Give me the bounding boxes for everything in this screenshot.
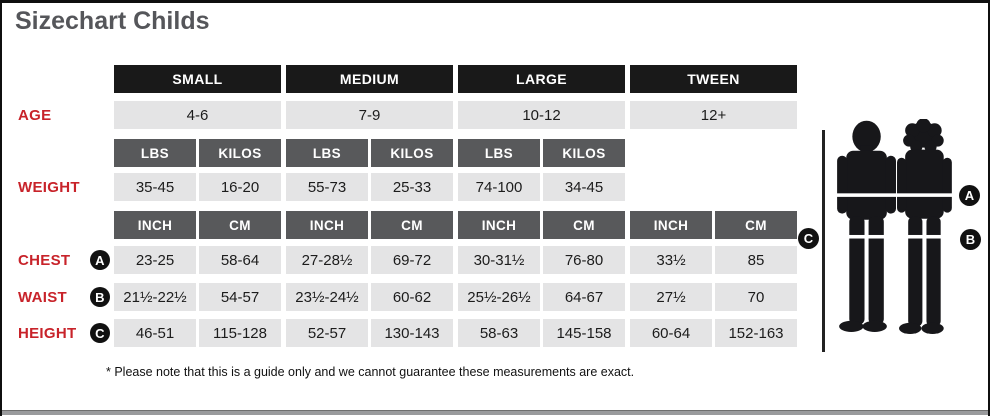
size-header-tween: TWEEN — [630, 65, 797, 93]
age-label: AGE — [18, 106, 52, 124]
waist-tween-cm: 70 — [715, 283, 797, 311]
diagram-badge-c: C — [798, 228, 819, 249]
height-tween-cm: 152-163 — [715, 319, 797, 347]
waist-label: WAIST B — [2, 283, 114, 311]
height-small-inch: 46-51 — [114, 319, 196, 347]
chest-medium-inch: 27-28½ — [286, 246, 368, 274]
weight-small-lbs: 35-45 — [114, 173, 196, 201]
empty-label-cell — [2, 65, 114, 93]
bottom-divider-bar — [2, 410, 988, 415]
age-large: 10-12 — [458, 101, 625, 129]
waist-line — [837, 234, 951, 239]
chest-tween-cm: 85 — [715, 246, 797, 274]
age-small: 4-6 — [114, 101, 281, 129]
unit-cm: CM — [543, 211, 625, 239]
unit-cm: CM — [371, 211, 453, 239]
weight-small-kilos: 16-20 — [199, 173, 281, 201]
measure-units-row: INCH CM INCH CM INCH CM INCH CM — [2, 211, 802, 239]
height-medium-cm: 130-143 — [371, 319, 453, 347]
chest-label: CHEST A — [2, 246, 114, 274]
chest-label-text: CHEST — [18, 251, 71, 269]
chest-badge-a: A — [90, 250, 110, 270]
waist-large-inch: 25½-26½ — [458, 283, 540, 311]
waist-large-cm: 64-67 — [543, 283, 625, 311]
height-label: HEIGHT C — [2, 319, 114, 347]
weight-medium-lbs: 55-73 — [286, 173, 368, 201]
height-large-cm: 145-158 — [543, 319, 625, 347]
height-label-text: HEIGHT — [18, 324, 77, 342]
unit-kilos: KILOS — [543, 139, 625, 167]
footnote: * Please note that this is a guide only … — [106, 365, 635, 379]
weight-medium-kilos: 25-33 — [371, 173, 453, 201]
chest-large-cm: 76-80 — [543, 246, 625, 274]
waist-tween-inch: 27½ — [630, 283, 712, 311]
chest-line — [835, 193, 953, 197]
unit-lbs: LBS — [286, 139, 368, 167]
unit-inch: INCH — [458, 211, 540, 239]
unit-inch: INCH — [114, 211, 196, 239]
waist-medium-cm: 60-62 — [371, 283, 453, 311]
chest-large-inch: 30-31½ — [458, 246, 540, 274]
chest-small-cm: 58-64 — [199, 246, 281, 274]
diagram-badge-a: A — [959, 185, 980, 206]
empty-label-cell — [2, 211, 114, 239]
size-header-small: SMALL — [114, 65, 281, 93]
height-badge-c: C — [90, 323, 110, 343]
unit-inch: INCH — [630, 211, 712, 239]
age-tween: 12+ — [630, 101, 797, 129]
age-medium: 7-9 — [286, 101, 453, 129]
weight-large-lbs: 74-100 — [458, 173, 540, 201]
empty-label-cell — [2, 139, 114, 167]
age-row: AGE 4-6 7-9 10-12 12+ — [2, 101, 802, 129]
height-row: HEIGHT C 46-51 115-128 52-57 130-143 58-… — [2, 319, 802, 347]
height-large-inch: 58-63 — [458, 319, 540, 347]
unit-kilos: KILOS — [199, 139, 281, 167]
unit-cm: CM — [199, 211, 281, 239]
size-header-row: SMALL MEDIUM LARGE TWEEN — [2, 65, 802, 93]
chest-medium-cm: 69-72 — [371, 246, 453, 274]
size-header-large: LARGE — [458, 65, 625, 93]
waist-label-text: WAIST — [18, 288, 67, 306]
unit-kilos: KILOS — [371, 139, 453, 167]
weight-row: WEIGHT 35-45 16-20 55-73 25-33 74-100 34… — [2, 173, 802, 201]
size-header-medium: MEDIUM — [286, 65, 453, 93]
height-measure-line — [822, 130, 825, 352]
height-tween-inch: 60-64 — [630, 319, 712, 347]
waist-medium-inch: 23½-24½ — [286, 283, 368, 311]
waist-small-inch: 21½-22½ — [114, 283, 196, 311]
unit-lbs: LBS — [114, 139, 196, 167]
children-silhouette-image — [835, 119, 953, 334]
weight-large-kilos: 34-45 — [543, 173, 625, 201]
weight-units-row: LBS KILOS LBS KILOS LBS KILOS — [2, 139, 802, 167]
waist-row: WAIST B 21½-22½ 54-57 23½-24½ 60-62 25½-… — [2, 283, 802, 311]
chest-tween-inch: 33½ — [630, 246, 712, 274]
waist-small-cm: 54-57 — [199, 283, 281, 311]
unit-lbs: LBS — [458, 139, 540, 167]
height-medium-inch: 52-57 — [286, 319, 368, 347]
weight-label: WEIGHT — [18, 178, 80, 196]
unit-inch: INCH — [286, 211, 368, 239]
chest-row: CHEST A 23-25 58-64 27-28½ 69-72 30-31½ … — [2, 246, 802, 274]
chest-small-inch: 23-25 — [114, 246, 196, 274]
unit-cm: CM — [715, 211, 797, 239]
waist-badge-b: B — [90, 287, 110, 307]
page-title: Sizechart Childs — [15, 7, 210, 35]
diagram-badge-b: B — [960, 229, 981, 250]
height-small-cm: 115-128 — [199, 319, 281, 347]
